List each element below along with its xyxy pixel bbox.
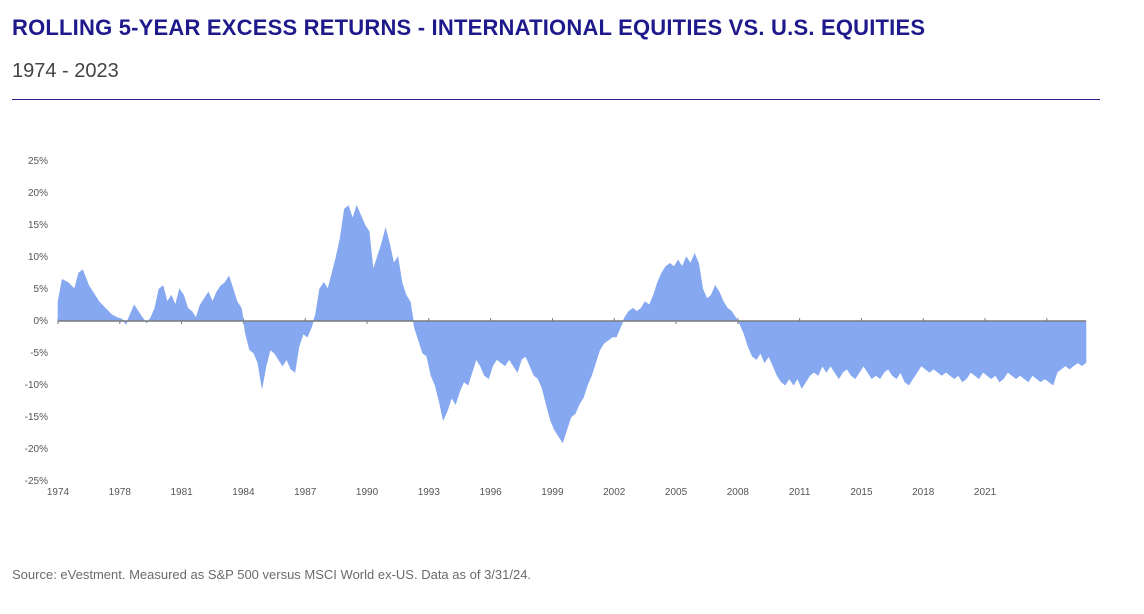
x-tick-label: 2021 [974,487,997,498]
y-tick-label: -5% [30,348,48,359]
header-divider [12,99,1100,100]
y-tick-label: -25% [25,476,48,487]
x-tick-label: 2008 [727,487,750,498]
y-tick-label: -20% [25,444,48,455]
plot-area [57,204,1087,444]
y-axis: 25% 20% 15% 10% 5% 0% -5% -10% -15% -20% -25% [25,156,48,487]
source-note: Source: eVestment. Measured as S&P 500 v… [12,567,532,582]
x-tick-label: 1996 [480,487,503,498]
x-tick-label: 1984 [232,487,255,498]
y-tick-label: 10% [28,252,48,263]
x-tick-label: 2002 [603,487,626,498]
y-tick-label: 20% [28,188,48,199]
y-tick-label: 25% [28,156,48,167]
chart-title: ROLLING 5-YEAR EXCESS RETURNS - INTERNAT… [12,15,926,40]
y-tick-label: 15% [28,220,48,231]
y-tick-label: 0% [34,316,49,327]
x-tick-label: 2011 [789,487,811,498]
x-tick-label: 1974 [47,487,70,498]
x-tick-label: 1993 [418,487,441,498]
x-tick-label: 1981 [170,487,193,498]
x-tick-label: 2005 [665,487,688,498]
excess-returns-area-chart: 25% 20% 15% 10% 5% 0% -5% -10% -15% -20% -25% 1974… [25,156,1087,498]
y-tick-label: 5% [34,284,49,295]
chart-subtitle: 1974 - 2023 [12,60,119,82]
x-tick-label: 1999 [541,487,564,498]
x-tick-label: 2018 [912,487,935,498]
excess-return-area [57,204,1087,444]
y-tick-label: -10% [25,380,48,391]
y-tick-label: -15% [25,412,48,423]
x-tick-label: 1978 [109,487,132,498]
x-tick-label: 2015 [850,487,873,498]
x-tick-label: 1987 [294,487,317,498]
x-tick-label: 1990 [356,487,379,498]
